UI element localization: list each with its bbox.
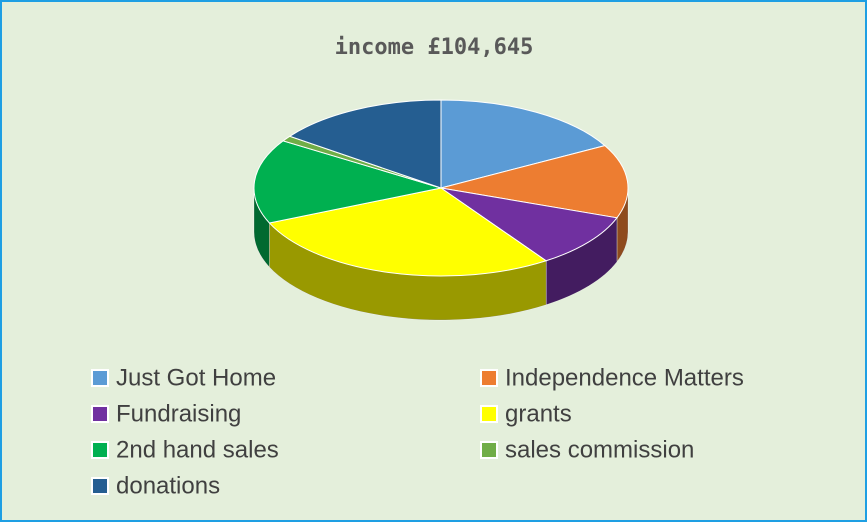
- legend-label: grants: [505, 400, 572, 427]
- slice: [440, 145, 629, 219]
- legend-label: Independence Matters: [505, 364, 744, 391]
- slice: [268, 187, 548, 277]
- slice: [288, 99, 442, 189]
- legend-swatch: [91, 369, 109, 387]
- chart-title: income £104,645: [335, 35, 534, 60]
- legend-label: sales commission: [505, 436, 694, 463]
- slice: [440, 99, 606, 189]
- legend-swatch: [480, 369, 498, 387]
- legend-label: Fundraising: [116, 400, 241, 427]
- legend-swatch: [91, 405, 109, 423]
- slice-side-shade: [254, 188, 270, 267]
- legend-swatch: [480, 441, 498, 459]
- legend-label: 2nd hand sales: [116, 436, 279, 463]
- legend-swatch: [91, 441, 109, 459]
- legend-swatch: [480, 405, 498, 423]
- slice: [253, 140, 442, 224]
- slice-side-shade: [546, 217, 617, 305]
- slice: [440, 187, 618, 262]
- slice-side-shade: [269, 222, 547, 320]
- legend-label: donations: [116, 472, 220, 499]
- legend-swatch: [91, 477, 109, 495]
- legend-label: Just Got Home: [116, 364, 276, 391]
- slice-side-shade: [616, 188, 628, 262]
